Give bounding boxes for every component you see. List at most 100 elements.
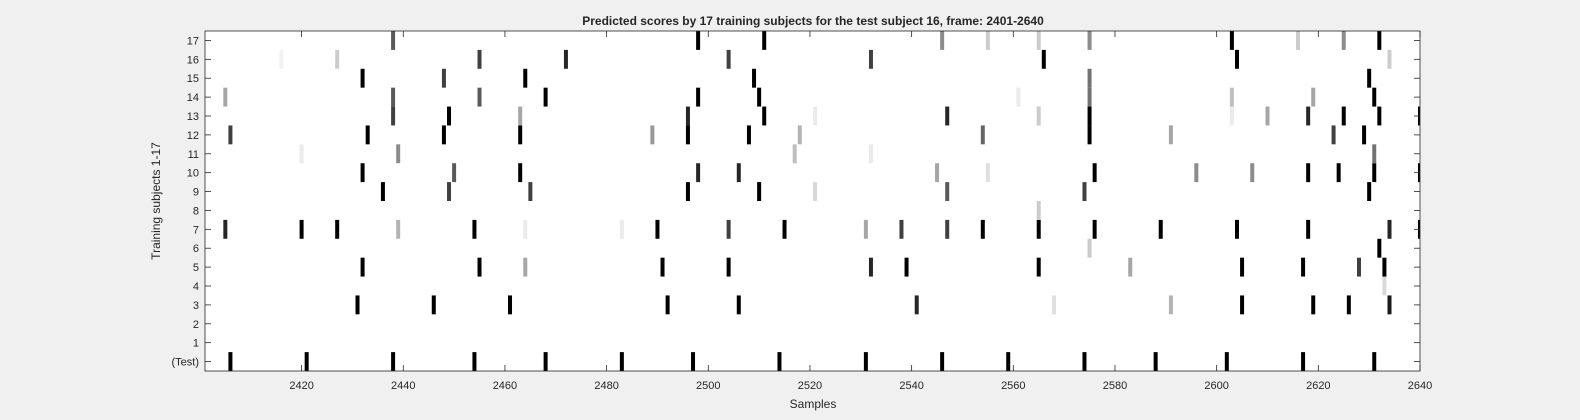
heatmap-cell [391, 352, 396, 371]
heatmap-cell [1016, 87, 1021, 107]
y-tick-label: 6 [193, 243, 199, 255]
heatmap-cell [980, 219, 985, 239]
heatmap-cell [1341, 31, 1346, 50]
heatmap-cell [980, 125, 985, 145]
heatmap-cell [1036, 31, 1041, 50]
x-tick-label: 2520 [798, 380, 822, 392]
heatmap-cell [696, 163, 701, 183]
heatmap-cell [335, 49, 340, 69]
heatmap-cell [655, 219, 660, 239]
heatmap-cell [518, 125, 523, 145]
heatmap-cell [447, 182, 452, 201]
heatmap-cell [1250, 163, 1255, 183]
x-tick-label: 2460 [493, 380, 517, 392]
heatmap-cell [472, 219, 477, 239]
heatmap-cell [543, 87, 548, 107]
heatmap-cell [279, 49, 284, 69]
heatmap-cell [1336, 163, 1341, 183]
y-tick-label: 16 [187, 54, 199, 66]
heatmap-cell [391, 106, 396, 126]
heatmap-cell [945, 106, 950, 126]
x-axis-label: Samples [790, 397, 837, 411]
heatmap-cell [299, 144, 304, 164]
heatmap-cell [1372, 87, 1377, 107]
y-tick-label: 13 [187, 111, 199, 123]
heatmap-cell [726, 219, 731, 239]
heatmap-cell [1311, 87, 1316, 107]
heatmap-cell [1128, 257, 1133, 277]
heatmap-cell [746, 125, 751, 145]
heatmap-cell [518, 163, 523, 183]
heatmap-cell [477, 257, 482, 277]
heatmap-cell [1311, 295, 1316, 315]
heatmap-cell [660, 257, 665, 277]
heatmap-cell [1168, 295, 1173, 315]
heatmap-cell [1051, 295, 1056, 315]
x-tick-label: 2440 [391, 380, 415, 392]
x-tick-label: 2540 [899, 380, 923, 392]
heatmap-cell [523, 219, 528, 239]
heatmap-cell [1306, 163, 1311, 183]
y-tick-label: 12 [187, 130, 199, 142]
heatmap-cell [935, 163, 940, 183]
heatmap-cell [1234, 219, 1239, 239]
heatmap-cell [1387, 49, 1392, 69]
heatmap-cell [1036, 257, 1041, 277]
heatmap-cell [1087, 87, 1092, 107]
heatmap-cell [1331, 125, 1336, 145]
y-tick-label: 14 [187, 92, 199, 104]
heatmap-cell [696, 31, 701, 50]
heatmap-cell [940, 352, 945, 371]
heatmap-cell [299, 219, 304, 239]
heatmap-cell [899, 219, 904, 239]
heatmap-cell [1092, 163, 1097, 183]
heatmap-cell [1346, 295, 1351, 315]
heatmap-cell [945, 219, 950, 239]
heatmap-cell [508, 295, 513, 315]
heatmap-cell [868, 257, 873, 277]
heatmap-cell [696, 87, 701, 107]
y-axis-label: Training subjects 1-17 [149, 142, 163, 260]
y-tick-label: 7 [193, 224, 199, 236]
heatmap-cell [1367, 68, 1372, 88]
heatmap-cell [797, 125, 802, 145]
heatmap-cell [523, 257, 528, 277]
heatmap-cell [914, 295, 919, 315]
heatmap-cell [447, 106, 452, 126]
heatmap-cell [1087, 238, 1092, 258]
heatmap-cell [518, 106, 523, 126]
heatmap-cell [1194, 163, 1199, 183]
heatmap-cell [1295, 31, 1300, 50]
heatmap-cell [528, 182, 533, 201]
heatmap-cell [757, 182, 762, 201]
y-tick-label: 4 [193, 281, 199, 293]
y-tick-label: 17 [187, 35, 199, 47]
heatmap-cell [1362, 125, 1367, 145]
heatmap-cell [304, 352, 309, 371]
heatmap-cell [813, 182, 818, 201]
y-tick-label: 10 [187, 168, 199, 180]
x-tick-label: 2560 [1001, 380, 1025, 392]
heatmap-cell [1229, 31, 1234, 50]
heatmap-cell [228, 125, 233, 145]
heatmap-cell [391, 31, 396, 50]
heatmap-cell [726, 49, 731, 69]
x-tick-label: 2600 [1204, 380, 1228, 392]
heatmap-cell [1087, 125, 1092, 145]
heatmap-cell [228, 352, 233, 371]
heatmap-cell [523, 68, 528, 88]
heatmap-cell [1377, 238, 1382, 258]
heatmap-cell [472, 352, 477, 371]
heatmap-cell [477, 49, 482, 69]
heatmap-cell [685, 125, 690, 145]
heatmap-cell [985, 31, 990, 50]
y-tick-label: 1 [193, 338, 199, 350]
y-tick-label: 3 [193, 300, 199, 312]
heatmap-cell [1087, 106, 1092, 126]
heatmap-cell [360, 68, 365, 88]
y-tick-label: 5 [193, 262, 199, 274]
heatmap-cell [736, 295, 741, 315]
heatmap-cell [360, 257, 365, 277]
heatmap-cell [1240, 257, 1245, 277]
